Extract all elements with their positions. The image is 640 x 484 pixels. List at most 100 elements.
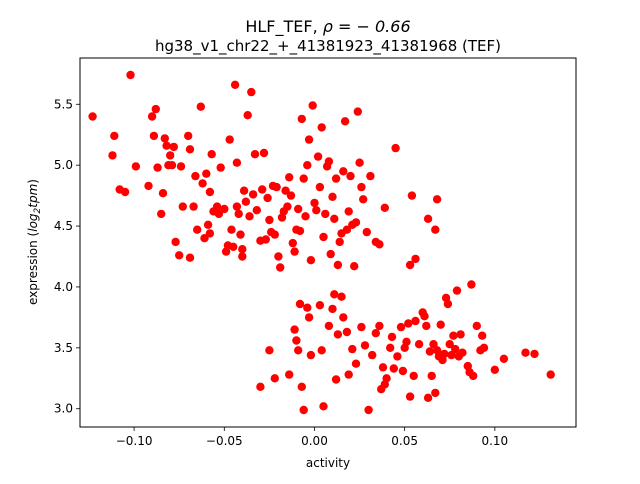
data-point bbox=[402, 337, 411, 346]
data-point bbox=[409, 371, 418, 381]
data-point bbox=[153, 163, 162, 172]
chart-title-prefix: HLF_TEF, bbox=[245, 17, 322, 37]
data-point bbox=[285, 370, 294, 379]
data-point bbox=[256, 382, 265, 391]
data-point bbox=[185, 253, 195, 262]
data-point bbox=[340, 117, 350, 126]
data-point bbox=[362, 227, 371, 237]
data-point bbox=[303, 303, 312, 312]
data-point bbox=[342, 225, 352, 234]
data-point bbox=[315, 182, 325, 192]
data-point bbox=[467, 280, 476, 289]
data-point bbox=[294, 346, 303, 355]
data-point bbox=[546, 370, 555, 379]
data-point bbox=[479, 343, 489, 352]
x-tick-label: 0.00 bbox=[301, 434, 328, 448]
data-point bbox=[371, 329, 380, 338]
data-point bbox=[344, 370, 353, 379]
data-point bbox=[306, 256, 316, 265]
y-axis-label: expression (log2tpm) bbox=[26, 179, 43, 305]
data-point bbox=[378, 363, 388, 372]
data-point bbox=[458, 348, 467, 357]
data-point bbox=[423, 214, 433, 223]
data-point bbox=[330, 214, 339, 223]
data-point bbox=[386, 343, 395, 352]
data-point bbox=[110, 131, 119, 141]
data-point bbox=[391, 143, 400, 153]
data-point bbox=[425, 347, 435, 356]
data-point bbox=[299, 174, 308, 183]
data-point bbox=[521, 348, 530, 357]
y-tick-label: 5.0 bbox=[54, 158, 73, 172]
data-point bbox=[160, 134, 169, 143]
data-point bbox=[405, 392, 415, 401]
chart-title-rho: ρ = − 0.66 bbox=[323, 17, 411, 36]
data-point bbox=[176, 162, 186, 171]
data-point bbox=[396, 322, 406, 332]
data-point bbox=[436, 320, 445, 329]
data-point bbox=[414, 340, 424, 349]
data-point bbox=[283, 202, 292, 211]
chart-title-line2: hg38_v1_chr22_+_41381923_41381968 (TEF) bbox=[155, 37, 501, 56]
data-point bbox=[167, 161, 177, 170]
data-point bbox=[259, 148, 269, 158]
y-axis-label-prefix: expression ( bbox=[26, 232, 40, 305]
data-point bbox=[348, 344, 357, 354]
data-point bbox=[393, 352, 402, 361]
data-point bbox=[126, 70, 135, 80]
x-axis-ticks: −0.10 −0.05 0.00 0.05 0.10 bbox=[116, 427, 508, 448]
data-point bbox=[530, 349, 539, 359]
data-point bbox=[350, 262, 359, 271]
data-point bbox=[243, 111, 252, 120]
data-point bbox=[225, 135, 234, 144]
data-point bbox=[452, 286, 462, 295]
data-point bbox=[472, 321, 481, 331]
data-point bbox=[216, 163, 225, 172]
data-point bbox=[247, 87, 256, 97]
data-point bbox=[294, 204, 303, 214]
data-point bbox=[193, 225, 202, 234]
data-point bbox=[407, 191, 417, 200]
y-tick-label: 4.5 bbox=[54, 219, 73, 233]
data-point bbox=[440, 349, 449, 359]
y-tick-label: 3.0 bbox=[54, 402, 73, 416]
data-point bbox=[151, 104, 160, 114]
data-point bbox=[342, 327, 352, 337]
data-point bbox=[214, 209, 224, 219]
data-point bbox=[423, 393, 433, 402]
data-point bbox=[335, 237, 344, 247]
plot-frame bbox=[79, 57, 577, 428]
data-point bbox=[205, 187, 215, 197]
data-point bbox=[120, 187, 130, 197]
data-point bbox=[411, 316, 420, 326]
data-point bbox=[203, 220, 213, 229]
data-point bbox=[261, 235, 270, 244]
data-point bbox=[288, 238, 297, 248]
data-point bbox=[306, 350, 316, 360]
data-point bbox=[270, 230, 279, 239]
data-point bbox=[157, 209, 166, 219]
y-tick-label: 3.5 bbox=[54, 341, 73, 355]
data-point bbox=[366, 171, 375, 181]
data-point bbox=[303, 161, 312, 170]
data-point bbox=[431, 225, 440, 234]
data-point bbox=[382, 374, 391, 383]
points-layer bbox=[88, 70, 555, 415]
data-point bbox=[333, 330, 343, 339]
data-point bbox=[265, 346, 274, 355]
data-point bbox=[238, 252, 247, 261]
data-point bbox=[144, 181, 153, 191]
data-point bbox=[490, 365, 499, 374]
data-point bbox=[337, 292, 346, 301]
data-point bbox=[205, 229, 215, 238]
data-point bbox=[331, 375, 341, 384]
data-point bbox=[339, 313, 348, 322]
data-point bbox=[252, 206, 261, 215]
data-point bbox=[364, 405, 373, 415]
data-point bbox=[319, 402, 328, 411]
data-point bbox=[351, 359, 361, 368]
data-point bbox=[313, 152, 323, 161]
x-tick-label: 0.05 bbox=[391, 434, 418, 448]
